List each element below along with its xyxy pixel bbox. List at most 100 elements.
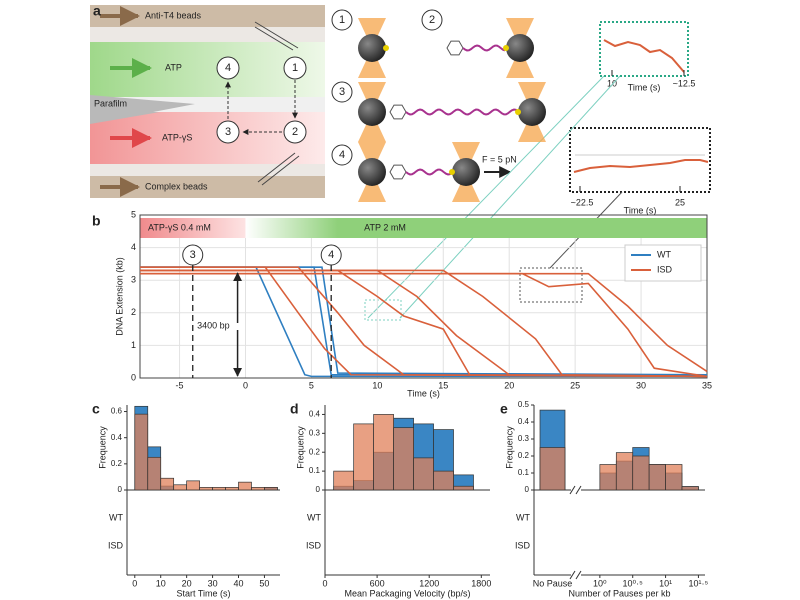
hist-bar bbox=[147, 456, 162, 491]
trap-beam bbox=[358, 48, 386, 78]
hist-bar bbox=[333, 470, 355, 491]
hist-bar bbox=[353, 423, 374, 491]
row-label: ISD bbox=[108, 540, 124, 550]
condition-label: ATP-γS 0.4 mM bbox=[148, 222, 211, 232]
x-tick-label: 30 bbox=[208, 578, 218, 588]
x-axis-label: Time (s) bbox=[407, 388, 440, 398]
y-tick-label: 0.4 bbox=[518, 417, 530, 426]
capsid bbox=[446, 40, 464, 56]
channel-label: Parafilm bbox=[94, 98, 127, 108]
y-tick-label: 3 bbox=[131, 275, 136, 285]
channel-label: Anti-T4 beads bbox=[145, 10, 202, 20]
y-tick-label: 4 bbox=[131, 242, 136, 252]
x-tick-label: 1800 bbox=[471, 578, 491, 588]
capsid bbox=[389, 164, 407, 180]
insets: 10 ~12.5 Time (s) ~22.5 25 Time (s) bbox=[364, 21, 711, 321]
y-tick-label: 0.2 bbox=[309, 447, 321, 456]
event-circle bbox=[182, 244, 204, 266]
bead-steps: 1 2 3 4 F = 5 pN bbox=[331, 9, 517, 178]
x-axis-label: Number of Pauses per kb bbox=[568, 588, 670, 598]
dna bbox=[462, 44, 506, 52]
hist-bar bbox=[433, 470, 454, 491]
x-tick-label: 10¹·⁵ bbox=[689, 578, 709, 588]
step-circle bbox=[331, 81, 353, 103]
x-tick-label: 25 bbox=[570, 380, 580, 390]
x-tick-label: 10 bbox=[156, 578, 166, 588]
inset-frame bbox=[599, 21, 689, 77]
channel-label: ATP bbox=[165, 62, 182, 72]
x-tick-label: 10 bbox=[372, 380, 382, 390]
hist-bar bbox=[264, 487, 278, 491]
y-tick-label: 0 bbox=[525, 485, 530, 494]
trap-beam bbox=[452, 172, 480, 202]
tether-mark bbox=[383, 45, 389, 51]
x-axis-label: Start Time (s) bbox=[176, 588, 230, 598]
channel-label: Complex beads bbox=[145, 181, 208, 191]
event-label: 3 bbox=[190, 249, 196, 261]
row-label: WT bbox=[109, 512, 123, 522]
channel-band bbox=[90, 5, 325, 27]
annotation: 3400 bp bbox=[197, 320, 230, 330]
trap-beam bbox=[506, 48, 534, 78]
inset-tick-label: 25 bbox=[675, 197, 685, 207]
row-label: ISD bbox=[306, 540, 322, 550]
tether-mark bbox=[449, 169, 455, 175]
x-tick-label: 30 bbox=[636, 380, 646, 390]
bead bbox=[358, 158, 386, 186]
x-tick-label: 40 bbox=[234, 578, 244, 588]
inset-axis-label: Time (s) bbox=[624, 205, 657, 215]
channel-band bbox=[90, 164, 325, 176]
condition-label: ATP 2 mM bbox=[364, 222, 406, 232]
y-tick-label: 0.2 bbox=[111, 459, 123, 468]
hist-bar bbox=[599, 464, 617, 491]
axis-break bbox=[569, 485, 576, 495]
panel-label: d bbox=[290, 401, 299, 417]
y-tick-label: 5 bbox=[131, 209, 136, 219]
hist-bar bbox=[251, 487, 265, 491]
dna bbox=[405, 168, 453, 176]
row-label: WT bbox=[516, 512, 530, 522]
y-tick-label: 0.6 bbox=[111, 407, 123, 416]
channel-label: ATP-γS bbox=[162, 132, 192, 142]
x-tick-label: 600 bbox=[370, 578, 385, 588]
trap-beam bbox=[518, 82, 546, 112]
inset-frame bbox=[569, 127, 711, 193]
zoom-connector bbox=[399, 75, 621, 319]
x-tick-label: 50 bbox=[259, 578, 269, 588]
step-circle bbox=[283, 56, 307, 80]
axis-break bbox=[575, 485, 582, 495]
event-circle bbox=[320, 244, 342, 266]
force-label: F = 5 pN bbox=[482, 154, 517, 164]
hist-bar bbox=[373, 414, 394, 491]
inset-tick-label: 10 bbox=[607, 78, 617, 88]
y-axis-label: DNA Extension (kb) bbox=[114, 257, 124, 336]
tether-mark bbox=[515, 109, 521, 115]
y-axis-label: Frequency bbox=[97, 426, 107, 469]
trace-line bbox=[140, 269, 708, 378]
axis-break bbox=[571, 571, 581, 579]
step-circle bbox=[331, 144, 353, 166]
x-tick-label: 0 bbox=[132, 578, 137, 588]
hist-bar bbox=[393, 427, 414, 491]
trap-beam bbox=[358, 18, 386, 48]
y-axis-label: Frequency bbox=[504, 426, 514, 469]
no-pause-bar bbox=[539, 447, 566, 491]
plot-frame bbox=[139, 214, 708, 379]
flow-cell: 4 1 3 2 Anti-T4 beads ATP Parafilm ATP-γ… bbox=[90, 5, 325, 198]
path-line bbox=[254, 26, 294, 51]
hist-bar bbox=[212, 487, 226, 491]
hist-bar bbox=[681, 486, 699, 491]
y-tick-label: 0.4 bbox=[111, 433, 123, 442]
x-tick-label: 10⁰ bbox=[593, 578, 607, 588]
x-tick-label: 10⁰·⁵ bbox=[623, 578, 644, 588]
trap-beam bbox=[358, 142, 386, 172]
inset-trace bbox=[573, 159, 709, 173]
x-tick-label: 35 bbox=[702, 380, 712, 390]
y-tick-label: 1 bbox=[131, 340, 136, 350]
hist-bar bbox=[665, 464, 683, 491]
step-number: 2 bbox=[429, 14, 435, 26]
step-number: 3 bbox=[339, 86, 345, 98]
y-axis-label: Frequency bbox=[295, 426, 305, 469]
hist-bar bbox=[453, 485, 474, 491]
